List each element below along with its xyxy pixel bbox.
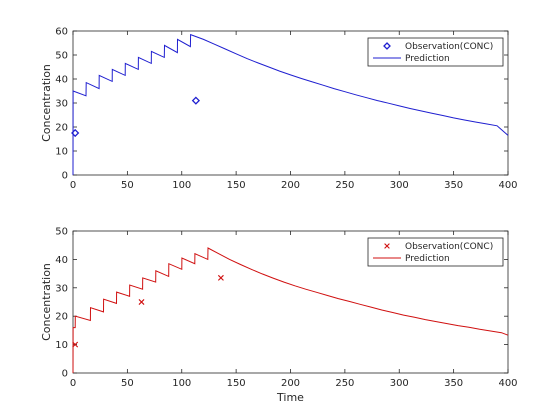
y-tick-label: 10	[55, 147, 68, 158]
y-tick-label: 50	[55, 51, 68, 62]
x-axis-label: Time	[276, 391, 304, 404]
x-tick-label: 400	[498, 180, 517, 191]
y-tick-label: 20	[55, 123, 68, 134]
x-tick-label: 250	[335, 180, 354, 191]
x-tick-label: 250	[335, 378, 354, 389]
top-legend-observation-marker	[383, 42, 391, 50]
y-tick-label: 30	[55, 99, 68, 110]
top-series	[71, 33, 509, 176]
bottom-legend-prediction-label: Prediction	[405, 254, 450, 264]
x-tick-label: 150	[227, 180, 246, 191]
y-tick-label: 40	[55, 75, 68, 86]
x-tick-label: 350	[444, 378, 463, 389]
bottom-legend-observation-label: Observation(CONC)	[405, 242, 493, 252]
x-tick-label: 100	[172, 180, 191, 191]
bottom-axes: 0 50 100 150 200 250 300 350 400 0 10 20 30 40 50 Conc…	[40, 227, 518, 405]
x-tick-label: 0	[70, 180, 76, 191]
x-tick-label: 50	[121, 180, 134, 191]
x-tick-label: 300	[390, 378, 409, 389]
x-tick-label: 300	[390, 180, 409, 191]
observation-point	[72, 341, 79, 348]
y-tick-label: 60	[55, 27, 68, 38]
x-tick-label: 200	[281, 180, 300, 191]
top-legend-prediction-label: Prediction	[405, 54, 450, 64]
observation-point	[138, 299, 145, 305]
y-tick-label: 10	[55, 340, 68, 351]
x-tick-label: 400	[498, 378, 517, 389]
bottom-legend: Observation(CONC) Prediction	[367, 237, 504, 267]
top-y-axis-label: Concentration	[40, 64, 53, 142]
y-tick-label: 0	[62, 171, 68, 182]
top-axes: 0 50 100 150 200 250 300 350 400 0 10 20 30 40 50 60 Co…	[40, 27, 518, 192]
observation-point	[217, 274, 224, 281]
y-tick-label: 20	[55, 312, 68, 323]
top-ticks: 0 50 100 150 200 250 300 350 400 0 10 20 30 40 50 60	[55, 27, 517, 192]
bottom-legend-box	[367, 237, 504, 267]
bottom-ticks: 0 50 100 150 200 250 300 350 400 0 10 20 30 40 50	[55, 227, 517, 390]
legend-observation-symbol	[384, 243, 390, 249]
bottom-legend-observation-marker	[384, 243, 390, 249]
x-tick-label: 100	[172, 378, 191, 389]
bottom-y-axis-label: Concentration	[40, 263, 53, 341]
y-tick-label: 0	[62, 369, 68, 380]
prediction-line	[72, 247, 509, 374]
x-tick-label: 200	[281, 378, 300, 389]
legend-observation-symbol	[383, 42, 391, 50]
x-tick-label: 350	[444, 180, 463, 191]
observation-point	[191, 96, 201, 105]
top-legend-box	[367, 37, 504, 67]
y-tick-label: 40	[55, 255, 68, 266]
y-tick-label: 30	[55, 283, 68, 294]
y-tick-label: 50	[55, 227, 68, 238]
x-tick-label: 50	[121, 378, 134, 389]
top-legend: Observation(CONC) Prediction	[367, 37, 504, 67]
prediction-line	[72, 33, 509, 176]
x-tick-label: 0	[70, 378, 76, 389]
observation-point	[71, 128, 80, 138]
top-legend-observation-label: Observation(CONC)	[405, 42, 493, 52]
x-tick-label: 150	[227, 378, 246, 389]
bottom-series	[72, 247, 509, 374]
